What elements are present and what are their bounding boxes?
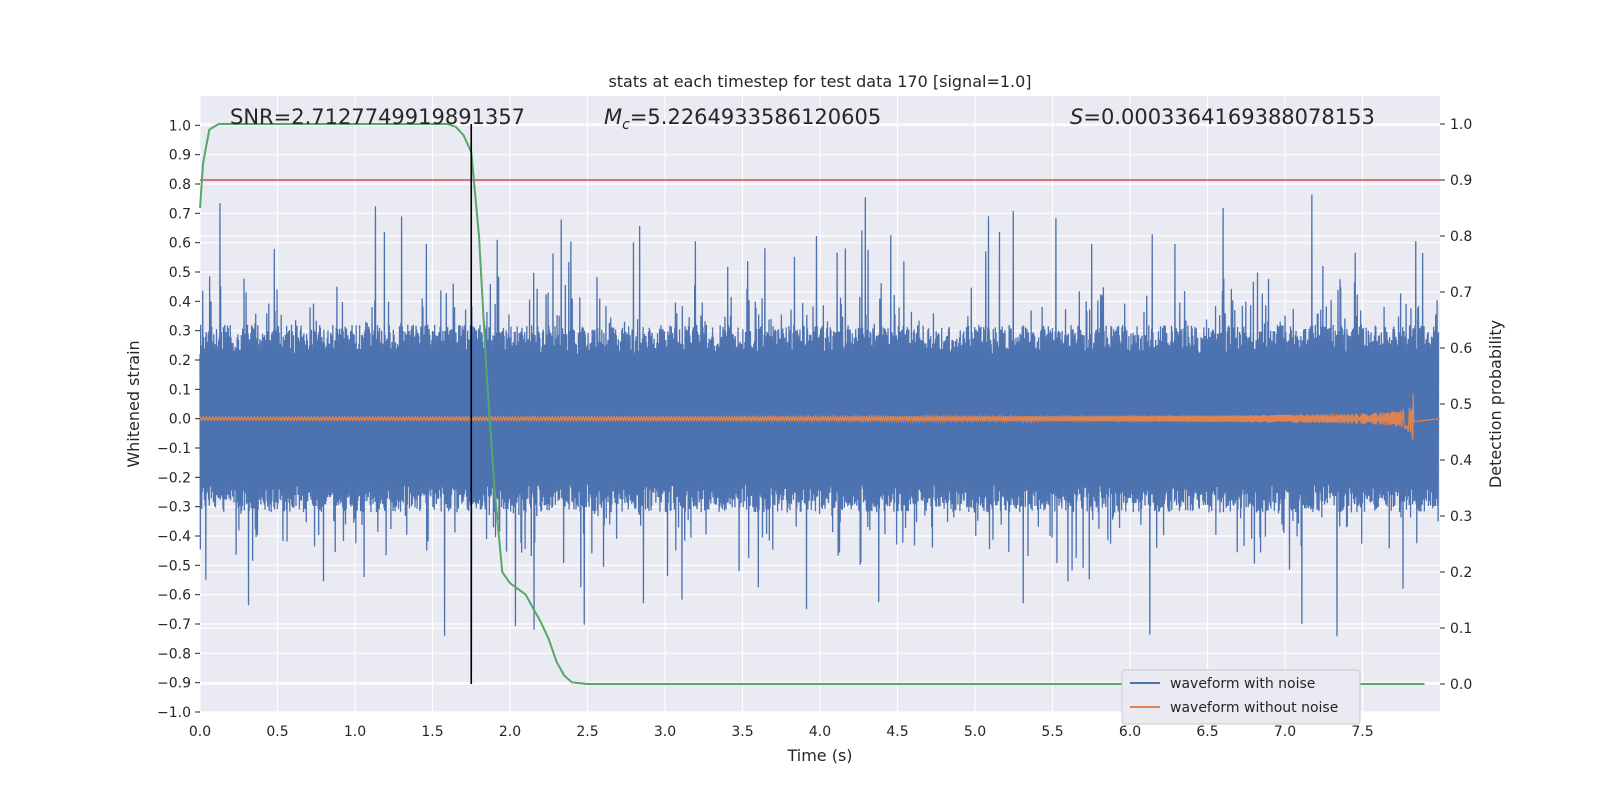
- annotation-mc: Mc=5.2264933586120605: [604, 105, 881, 133]
- y-tick-label: −1.0: [157, 705, 191, 721]
- x-tick-label: 1.5: [421, 724, 443, 740]
- tick-labels: 0.0 0.5 1.0 1.5 2.0 2.5 3.0 3.5 4.0 4.5 5.0 5.5 6.0 6…: [157, 117, 1472, 740]
- y-tick-label: −0.7: [157, 617, 191, 633]
- y-tick-label: −0.4: [157, 529, 191, 545]
- y2-tick-label: 0.9: [1450, 173, 1472, 189]
- x-tick-label: 7.0: [1274, 724, 1296, 740]
- y2-tick-label: 0.2: [1450, 565, 1472, 581]
- x-tick-label: 0.5: [266, 724, 288, 740]
- y-tick-label: 0.5: [169, 265, 191, 281]
- series-waveform-without-noise: [199, 393, 1441, 440]
- x-tick-label: 3.0: [654, 724, 676, 740]
- legend-box: [1121, 669, 1361, 725]
- annotation-s-value: =0.0003364169388078153: [1083, 105, 1375, 129]
- y2-axis-label: Detection probability: [1486, 320, 1505, 488]
- y-tick-label: 0.9: [169, 148, 191, 164]
- y-tick-label: 0.7: [169, 206, 191, 222]
- y2-tick-label: 1.0: [1450, 117, 1472, 133]
- x-tick-label: 6.0: [1119, 724, 1141, 740]
- chart-title: stats at each timestep for test data 170…: [608, 72, 1031, 91]
- x-tick-label: 5.5: [1041, 724, 1063, 740]
- x-axis-label: Time (s): [786, 746, 852, 765]
- y2-tick-label: 0.8: [1450, 229, 1472, 245]
- x-tick-label: 0.0: [189, 724, 211, 740]
- y-tick-label: −0.1: [157, 441, 191, 457]
- y-tick-label: −0.9: [157, 676, 191, 692]
- legend-label-noise: waveform with noise: [1170, 676, 1315, 692]
- series-layer: [199, 123, 1441, 685]
- y2-tick-label: 0.4: [1450, 453, 1472, 469]
- x-tick-label: 7.5: [1351, 724, 1373, 740]
- annotation-mc-value: =5.2264933586120605: [630, 105, 881, 129]
- x-tick-label: 2.5: [576, 724, 598, 740]
- y-tick-label: 0.0: [169, 412, 191, 428]
- y2-tick-label: 0.5: [1450, 397, 1472, 413]
- x-tick-label: 4.5: [886, 724, 908, 740]
- x-tick-label: 1.0: [344, 724, 366, 740]
- annotation-s: S=0.0003364169388078153: [1070, 105, 1375, 129]
- y-tick-label: −0.3: [157, 500, 191, 516]
- y-tick-label: −0.2: [157, 470, 191, 486]
- y2-tick-label: 0.7: [1450, 285, 1472, 301]
- x-tick-label: 5.0: [964, 724, 986, 740]
- x-tick-label: 6.5: [1196, 724, 1218, 740]
- y2-tick-label: 0.1: [1450, 621, 1472, 637]
- y2-tick-label: 0.6: [1450, 341, 1472, 357]
- series-detection-probability: [199, 123, 1425, 685]
- y-tick-label: 0.8: [169, 177, 191, 193]
- y-tick-label: 0.4: [169, 294, 191, 310]
- y-tick-label: 0.2: [169, 353, 191, 369]
- y-tick-label: 1.0: [169, 118, 191, 134]
- annotation-snr: SNR=2.7127749919891357: [230, 105, 525, 129]
- y-tick-label: −0.5: [157, 558, 191, 574]
- legend: waveform with noise waveform without noi…: [1121, 669, 1361, 725]
- y-axis-label: Whitened strain: [124, 340, 143, 467]
- x-tick-label: 4.0: [809, 724, 831, 740]
- y-tick-label: 0.6: [169, 236, 191, 252]
- x-tick-label: 2.0: [499, 724, 521, 740]
- y-tick-label: 0.3: [169, 324, 191, 340]
- y-tick-label: −0.6: [157, 588, 191, 604]
- y-tick-label: −0.8: [157, 646, 191, 662]
- series-waveform-with-noise: [199, 194, 1440, 669]
- legend-label-clean: waveform without noise: [1170, 700, 1338, 716]
- y2-tick-label: 0.0: [1450, 677, 1472, 693]
- x-tick-label: 3.5: [731, 724, 753, 740]
- y-tick-label: 0.1: [169, 382, 191, 398]
- y2-tick-label: 0.3: [1450, 509, 1472, 525]
